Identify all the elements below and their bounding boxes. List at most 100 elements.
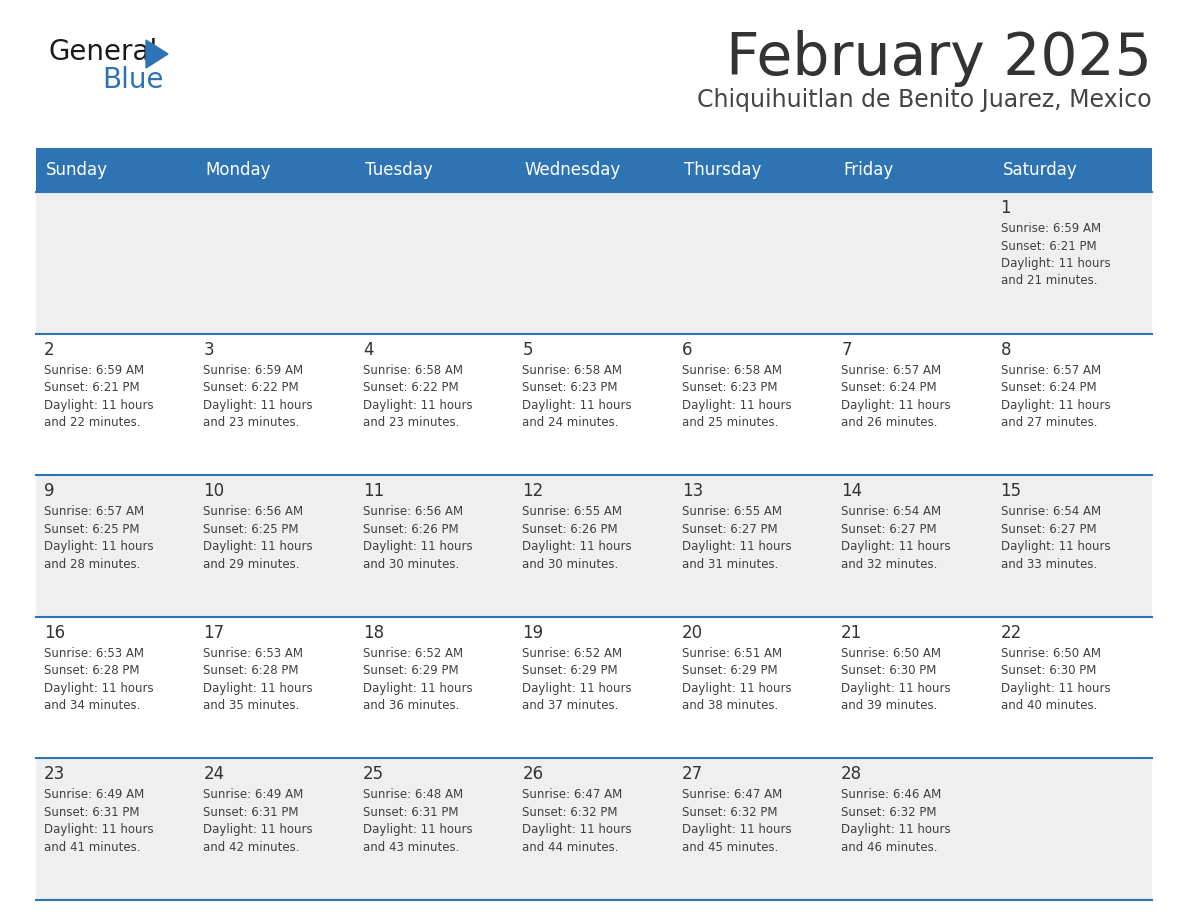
Text: Sunrise: 6:49 AM
Sunset: 6:31 PM
Daylight: 11 hours
and 41 minutes.: Sunrise: 6:49 AM Sunset: 6:31 PM Dayligh…	[44, 789, 153, 854]
Text: Sunrise: 6:50 AM
Sunset: 6:30 PM
Daylight: 11 hours
and 40 minutes.: Sunrise: 6:50 AM Sunset: 6:30 PM Dayligh…	[1000, 647, 1111, 712]
Text: 27: 27	[682, 766, 703, 783]
Text: Sunrise: 6:52 AM
Sunset: 6:29 PM
Daylight: 11 hours
and 36 minutes.: Sunrise: 6:52 AM Sunset: 6:29 PM Dayligh…	[362, 647, 473, 712]
FancyBboxPatch shape	[992, 758, 1152, 900]
Text: Sunrise: 6:52 AM
Sunset: 6:29 PM
Daylight: 11 hours
and 37 minutes.: Sunrise: 6:52 AM Sunset: 6:29 PM Dayligh…	[523, 647, 632, 712]
FancyBboxPatch shape	[833, 476, 992, 617]
Text: Sunrise: 6:56 AM
Sunset: 6:25 PM
Daylight: 11 hours
and 29 minutes.: Sunrise: 6:56 AM Sunset: 6:25 PM Dayligh…	[203, 505, 314, 571]
Text: Sunrise: 6:58 AM
Sunset: 6:23 PM
Daylight: 11 hours
and 25 minutes.: Sunrise: 6:58 AM Sunset: 6:23 PM Dayligh…	[682, 364, 791, 429]
Text: Sunrise: 6:53 AM
Sunset: 6:28 PM
Daylight: 11 hours
and 34 minutes.: Sunrise: 6:53 AM Sunset: 6:28 PM Dayligh…	[44, 647, 153, 712]
FancyBboxPatch shape	[833, 333, 992, 476]
Text: 10: 10	[203, 482, 225, 500]
Text: Tuesday: Tuesday	[365, 161, 432, 179]
Text: Chiquihuitlan de Benito Juarez, Mexico: Chiquihuitlan de Benito Juarez, Mexico	[697, 88, 1152, 112]
Text: February 2025: February 2025	[726, 30, 1152, 87]
Text: Sunrise: 6:48 AM
Sunset: 6:31 PM
Daylight: 11 hours
and 43 minutes.: Sunrise: 6:48 AM Sunset: 6:31 PM Dayligh…	[362, 789, 473, 854]
Text: Friday: Friday	[843, 161, 893, 179]
FancyBboxPatch shape	[674, 758, 833, 900]
Text: 12: 12	[523, 482, 544, 500]
Text: 6: 6	[682, 341, 693, 359]
Text: 5: 5	[523, 341, 532, 359]
FancyBboxPatch shape	[992, 476, 1152, 617]
Text: 1: 1	[1000, 199, 1011, 217]
Text: 3: 3	[203, 341, 214, 359]
Text: 20: 20	[682, 624, 703, 642]
FancyBboxPatch shape	[355, 758, 514, 900]
Text: Sunrise: 6:58 AM
Sunset: 6:23 PM
Daylight: 11 hours
and 24 minutes.: Sunrise: 6:58 AM Sunset: 6:23 PM Dayligh…	[523, 364, 632, 429]
FancyBboxPatch shape	[196, 333, 355, 476]
Text: 23: 23	[44, 766, 65, 783]
Text: 19: 19	[523, 624, 543, 642]
Text: 21: 21	[841, 624, 862, 642]
FancyBboxPatch shape	[674, 617, 833, 758]
FancyBboxPatch shape	[514, 148, 674, 192]
FancyBboxPatch shape	[833, 758, 992, 900]
Text: Sunrise: 6:59 AM
Sunset: 6:22 PM
Daylight: 11 hours
and 23 minutes.: Sunrise: 6:59 AM Sunset: 6:22 PM Dayligh…	[203, 364, 314, 429]
FancyBboxPatch shape	[514, 758, 674, 900]
Text: Sunrise: 6:51 AM
Sunset: 6:29 PM
Daylight: 11 hours
and 38 minutes.: Sunrise: 6:51 AM Sunset: 6:29 PM Dayligh…	[682, 647, 791, 712]
Text: Sunrise: 6:57 AM
Sunset: 6:25 PM
Daylight: 11 hours
and 28 minutes.: Sunrise: 6:57 AM Sunset: 6:25 PM Dayligh…	[44, 505, 153, 571]
Text: 16: 16	[44, 624, 65, 642]
Text: Sunrise: 6:57 AM
Sunset: 6:24 PM
Daylight: 11 hours
and 27 minutes.: Sunrise: 6:57 AM Sunset: 6:24 PM Dayligh…	[1000, 364, 1111, 429]
FancyBboxPatch shape	[196, 148, 355, 192]
Text: Sunrise: 6:59 AM
Sunset: 6:21 PM
Daylight: 11 hours
and 21 minutes.: Sunrise: 6:59 AM Sunset: 6:21 PM Dayligh…	[1000, 222, 1111, 287]
Text: 11: 11	[362, 482, 384, 500]
Text: Sunrise: 6:50 AM
Sunset: 6:30 PM
Daylight: 11 hours
and 39 minutes.: Sunrise: 6:50 AM Sunset: 6:30 PM Dayligh…	[841, 647, 950, 712]
Text: Monday: Monday	[206, 161, 271, 179]
FancyBboxPatch shape	[674, 476, 833, 617]
Text: Sunday: Sunday	[46, 161, 108, 179]
Text: 2: 2	[44, 341, 55, 359]
Text: Sunrise: 6:57 AM
Sunset: 6:24 PM
Daylight: 11 hours
and 26 minutes.: Sunrise: 6:57 AM Sunset: 6:24 PM Dayligh…	[841, 364, 950, 429]
Text: Sunrise: 6:54 AM
Sunset: 6:27 PM
Daylight: 11 hours
and 32 minutes.: Sunrise: 6:54 AM Sunset: 6:27 PM Dayligh…	[841, 505, 950, 571]
FancyBboxPatch shape	[355, 476, 514, 617]
Text: Sunrise: 6:47 AM
Sunset: 6:32 PM
Daylight: 11 hours
and 45 minutes.: Sunrise: 6:47 AM Sunset: 6:32 PM Dayligh…	[682, 789, 791, 854]
Text: Sunrise: 6:46 AM
Sunset: 6:32 PM
Daylight: 11 hours
and 46 minutes.: Sunrise: 6:46 AM Sunset: 6:32 PM Dayligh…	[841, 789, 950, 854]
Text: 25: 25	[362, 766, 384, 783]
Text: 9: 9	[44, 482, 55, 500]
Text: 17: 17	[203, 624, 225, 642]
FancyBboxPatch shape	[992, 148, 1152, 192]
FancyBboxPatch shape	[833, 617, 992, 758]
Text: General: General	[48, 38, 157, 66]
FancyBboxPatch shape	[674, 148, 833, 192]
Polygon shape	[146, 40, 168, 68]
Text: 28: 28	[841, 766, 862, 783]
FancyBboxPatch shape	[355, 192, 514, 333]
FancyBboxPatch shape	[36, 758, 196, 900]
Text: 26: 26	[523, 766, 543, 783]
FancyBboxPatch shape	[514, 476, 674, 617]
Text: Sunrise: 6:49 AM
Sunset: 6:31 PM
Daylight: 11 hours
and 42 minutes.: Sunrise: 6:49 AM Sunset: 6:31 PM Dayligh…	[203, 789, 314, 854]
Text: 13: 13	[682, 482, 703, 500]
Text: Sunrise: 6:47 AM
Sunset: 6:32 PM
Daylight: 11 hours
and 44 minutes.: Sunrise: 6:47 AM Sunset: 6:32 PM Dayligh…	[523, 789, 632, 854]
Text: Sunrise: 6:53 AM
Sunset: 6:28 PM
Daylight: 11 hours
and 35 minutes.: Sunrise: 6:53 AM Sunset: 6:28 PM Dayligh…	[203, 647, 314, 712]
FancyBboxPatch shape	[674, 192, 833, 333]
FancyBboxPatch shape	[196, 617, 355, 758]
FancyBboxPatch shape	[992, 192, 1152, 333]
Text: 18: 18	[362, 624, 384, 642]
FancyBboxPatch shape	[992, 333, 1152, 476]
Text: 8: 8	[1000, 341, 1011, 359]
Text: Thursday: Thursday	[684, 161, 762, 179]
Text: Sunrise: 6:58 AM
Sunset: 6:22 PM
Daylight: 11 hours
and 23 minutes.: Sunrise: 6:58 AM Sunset: 6:22 PM Dayligh…	[362, 364, 473, 429]
FancyBboxPatch shape	[833, 148, 992, 192]
FancyBboxPatch shape	[36, 617, 196, 758]
Text: Saturday: Saturday	[1003, 161, 1078, 179]
Text: 24: 24	[203, 766, 225, 783]
FancyBboxPatch shape	[674, 333, 833, 476]
FancyBboxPatch shape	[355, 333, 514, 476]
Text: Sunrise: 6:56 AM
Sunset: 6:26 PM
Daylight: 11 hours
and 30 minutes.: Sunrise: 6:56 AM Sunset: 6:26 PM Dayligh…	[362, 505, 473, 571]
FancyBboxPatch shape	[196, 476, 355, 617]
FancyBboxPatch shape	[355, 617, 514, 758]
FancyBboxPatch shape	[514, 617, 674, 758]
Text: Wednesday: Wednesday	[524, 161, 620, 179]
FancyBboxPatch shape	[196, 192, 355, 333]
Text: Sunrise: 6:54 AM
Sunset: 6:27 PM
Daylight: 11 hours
and 33 minutes.: Sunrise: 6:54 AM Sunset: 6:27 PM Dayligh…	[1000, 505, 1111, 571]
Text: Blue: Blue	[102, 66, 164, 94]
FancyBboxPatch shape	[514, 192, 674, 333]
FancyBboxPatch shape	[833, 192, 992, 333]
Text: Sunrise: 6:55 AM
Sunset: 6:27 PM
Daylight: 11 hours
and 31 minutes.: Sunrise: 6:55 AM Sunset: 6:27 PM Dayligh…	[682, 505, 791, 571]
FancyBboxPatch shape	[514, 333, 674, 476]
FancyBboxPatch shape	[992, 617, 1152, 758]
Text: 14: 14	[841, 482, 862, 500]
FancyBboxPatch shape	[36, 192, 196, 333]
Text: Sunrise: 6:59 AM
Sunset: 6:21 PM
Daylight: 11 hours
and 22 minutes.: Sunrise: 6:59 AM Sunset: 6:21 PM Dayligh…	[44, 364, 153, 429]
